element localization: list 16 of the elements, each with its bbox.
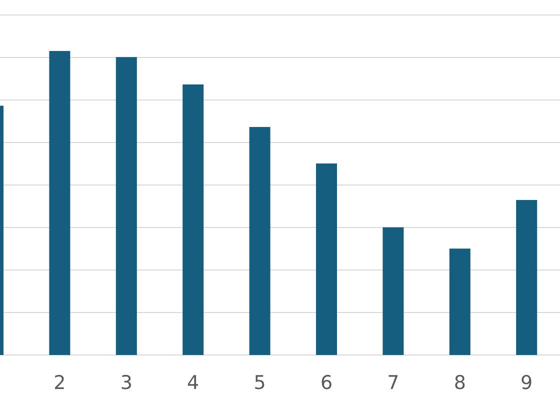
x-tick-label: 5 [254,372,266,394]
x-tick-label: 9 [520,372,533,394]
x-tick-label: 4 [187,372,200,394]
x-tick-label: 6 [320,372,333,394]
x-tick-label: 8 [454,372,466,394]
bar [449,248,470,355]
bar [116,57,137,355]
bar [249,127,270,355]
bar [49,51,70,355]
bar [382,227,404,355]
x-tick-label: 7 [387,372,400,394]
bar [316,163,337,355]
x-tick-label: 3 [120,372,132,394]
x-tick-label: 2 [54,372,66,394]
bar [182,84,204,355]
bar [516,200,538,355]
